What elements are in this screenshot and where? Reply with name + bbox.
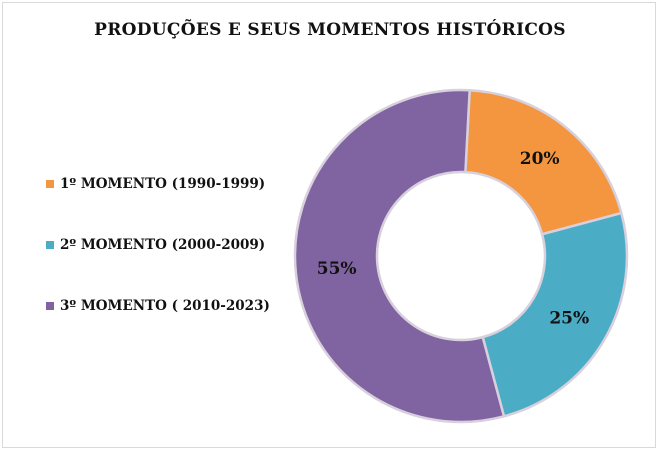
slice-label-1: 20%	[520, 149, 560, 169]
legend-label-3: 3º MOMENTO ( 2010-2023)	[60, 298, 270, 314]
legend-swatch-2	[46, 241, 54, 249]
legend: 1º MOMENTO (1990-1999) 2º MOMENTO (2000-…	[46, 174, 270, 357]
slice-1	[464, 88, 623, 236]
legend-label-1: 1º MOMENTO (1990-1999)	[60, 176, 266, 192]
slice-2	[481, 211, 629, 418]
slice-3	[293, 88, 506, 424]
slice-label-3: 55%	[317, 259, 357, 279]
chart-title: PRODUÇÕES E SEUS MOMENTOS HISTÓRICOS	[94, 20, 566, 40]
legend-swatch-1	[46, 180, 54, 188]
legend-label-2: 2º MOMENTO (2000-2009)	[60, 237, 266, 253]
legend-item-3: 3º MOMENTO ( 2010-2023)	[46, 296, 270, 316]
legend-item-2: 2º MOMENTO (2000-2009)	[46, 235, 270, 255]
slice-label-2: 25%	[549, 309, 589, 329]
legend-item-1: 1º MOMENTO (1990-1999)	[46, 174, 270, 194]
legend-swatch-3	[46, 302, 54, 310]
